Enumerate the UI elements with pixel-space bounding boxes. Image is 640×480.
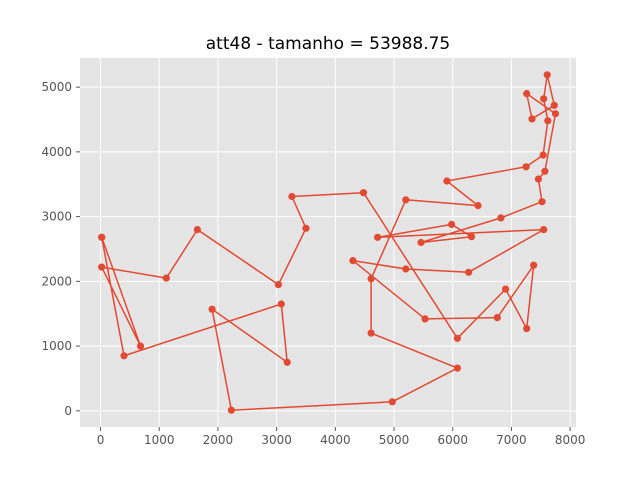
data-point [359, 189, 368, 197]
data-point [465, 268, 473, 276]
data-point [522, 163, 530, 171]
data-point [453, 334, 461, 342]
data-point [367, 329, 375, 337]
data-point [530, 261, 538, 269]
data-point [534, 175, 543, 183]
data-point [367, 275, 375, 283]
data-point [523, 90, 531, 98]
data-point [277, 300, 285, 308]
data-point [421, 315, 429, 323]
data-point [541, 167, 549, 175]
data-point [540, 226, 548, 234]
x-tick-label: 5000 [379, 433, 410, 447]
x-tick-label: 4000 [320, 433, 351, 447]
data-point [98, 263, 106, 271]
plot-area [80, 58, 576, 427]
data-point [274, 281, 282, 289]
x-tick-label: 3000 [261, 433, 292, 447]
series-layer [98, 71, 560, 414]
data-point [540, 95, 548, 103]
y-tick-label: 1000 [41, 339, 72, 353]
x-tick-label: 0 [97, 433, 105, 447]
grid-lines [80, 58, 576, 427]
data-point [523, 325, 531, 333]
data-point [349, 257, 357, 265]
x-tick-label: 1000 [144, 433, 175, 447]
chart-title: att48 - tamanho = 53988.75 [206, 34, 451, 54]
data-point [538, 198, 546, 206]
data-point [497, 214, 505, 222]
data-point [227, 406, 235, 414]
x-tick-label: 6000 [437, 433, 468, 447]
data-point [550, 101, 558, 109]
data-point [544, 117, 552, 125]
data-point [402, 265, 410, 273]
data-point [302, 224, 310, 232]
x-tick-label: 8000 [555, 433, 586, 447]
data-point [193, 226, 201, 234]
y-tick-label: 4000 [41, 145, 72, 159]
data-point [283, 358, 291, 366]
data-point [528, 115, 536, 123]
data-point [448, 220, 456, 228]
y-tick-label: 2000 [41, 274, 72, 288]
data-point [443, 177, 451, 185]
x-axis-ticks: 0 1000 2000 3000 4000 5000 6000 7000 8000 [97, 427, 586, 447]
data-point [162, 274, 170, 282]
data-point [467, 233, 476, 241]
data-point [502, 285, 510, 293]
data-point [551, 110, 560, 118]
y-tick-label: 3000 [41, 210, 72, 224]
data-point [402, 196, 410, 204]
y-tick-label: 0 [64, 404, 72, 418]
data-point [208, 305, 216, 313]
data-point [543, 71, 551, 79]
y-tick-label: 5000 [41, 80, 72, 94]
data-point [539, 151, 547, 159]
data-point [474, 202, 482, 210]
data-point [453, 364, 461, 372]
data-point [98, 233, 106, 241]
data-point [374, 233, 382, 241]
data-point [493, 314, 501, 322]
x-tick-label: 2000 [203, 433, 234, 447]
data-point [288, 192, 296, 201]
data-point [417, 238, 425, 247]
data-point [136, 342, 145, 350]
data-point [388, 398, 396, 406]
data-point [120, 352, 128, 360]
x-tick-label: 7000 [496, 433, 527, 447]
y-axis-ticks: 0 1000 2000 3000 4000 5000 [41, 80, 80, 418]
